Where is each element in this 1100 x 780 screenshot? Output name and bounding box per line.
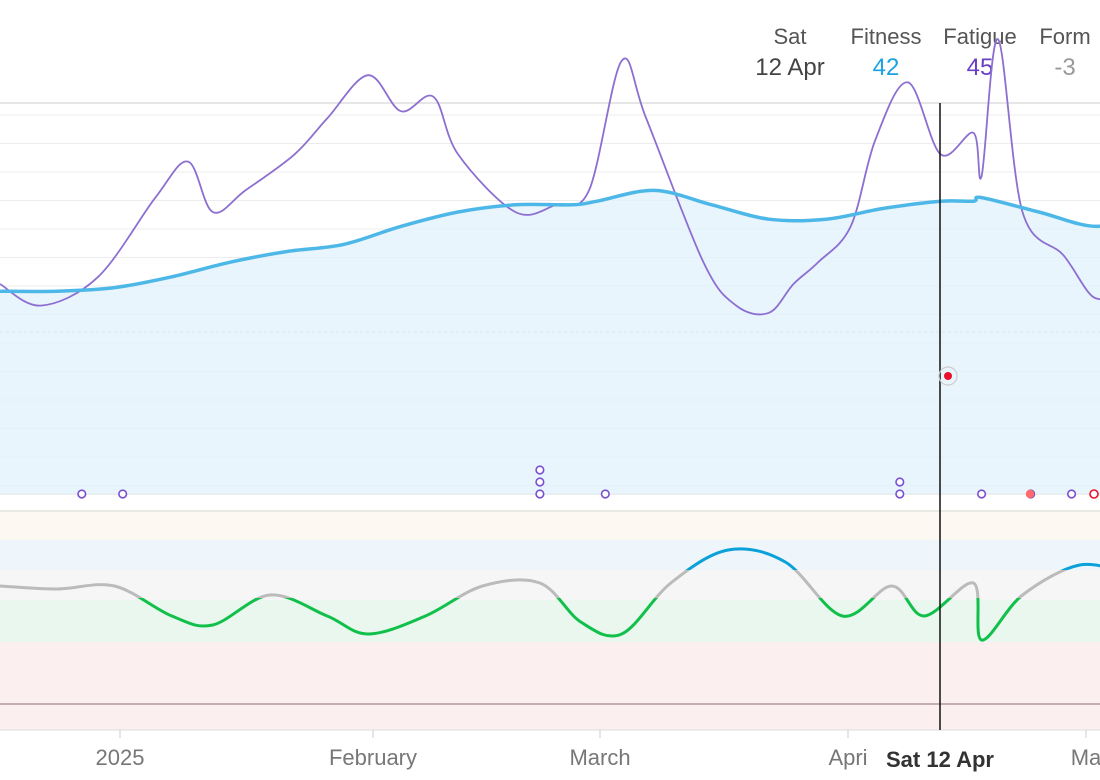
form-plot <box>0 547 1100 642</box>
form-line-neutral <box>0 570 1069 598</box>
activity-marker <box>895 489 905 499</box>
activity-marker <box>535 465 545 475</box>
activity-marker <box>1066 489 1077 499</box>
activity-marker <box>895 477 905 487</box>
value-readout: Sat 12 Apr Fitness 42 Fatigue 45 Form -3 <box>740 22 1100 92</box>
readout-date-value: 12 Apr <box>755 54 825 81</box>
readout-date: Sat 12 Apr <box>740 22 840 84</box>
activity-marker <box>535 477 545 487</box>
activity-marker-highlight <box>1089 489 1099 499</box>
activity-marker <box>77 489 87 499</box>
readout-fatigue: Fatigue 45 <box>936 22 1024 84</box>
tick-label: March <box>569 745 630 770</box>
cursor-halo <box>938 366 958 386</box>
form-zone-high-risk <box>0 642 1100 730</box>
fatigue-line <box>0 38 1100 316</box>
readout-fatigue-value: 45 <box>966 54 994 81</box>
readout-fitness-label: Fitness <box>850 24 922 49</box>
tick-label: February <box>329 745 417 770</box>
activity-marker <box>118 489 128 499</box>
readout-date-label: Sat <box>773 24 807 49</box>
activity-marker <box>600 489 610 499</box>
form-zone-grey <box>0 570 1100 600</box>
readout-fitness-value: 42 <box>872 54 900 81</box>
activity-marker <box>535 489 545 499</box>
form-line-optimal <box>137 598 1022 642</box>
readout-form: Form -3 <box>1030 22 1100 84</box>
form-zone-fresh <box>0 540 1100 570</box>
readout-form-label: Form <box>1039 24 1091 49</box>
cursor[interactable]: Sat 12 Apr <box>880 103 1000 776</box>
form-zone-optimal <box>0 600 1100 642</box>
fitness-line <box>0 188 1100 294</box>
readout-form-value: -3 <box>1054 54 1076 81</box>
tick-label: Ma <box>1071 745 1100 770</box>
readout-fitness: Fitness 42 <box>842 22 930 84</box>
activity-marker <box>976 489 987 499</box>
cursor-point <box>944 372 952 380</box>
fitness-fatigue-plot <box>0 38 1100 494</box>
fitness-area <box>0 190 1100 494</box>
tick-label: 2025 <box>96 745 145 770</box>
form-zone-transition <box>0 510 1100 540</box>
cursor-label-bg <box>880 740 1000 776</box>
readout-fatigue-label: Fatigue <box>943 24 1017 49</box>
activity-markers <box>77 465 1099 499</box>
cursor-date-label: Sat 12 Apr <box>886 747 994 772</box>
tick-label: Apri <box>828 745 867 770</box>
activity-marker-highlight <box>1025 489 1035 499</box>
x-axis: 2025 February March Apri Ma <box>96 730 1100 770</box>
